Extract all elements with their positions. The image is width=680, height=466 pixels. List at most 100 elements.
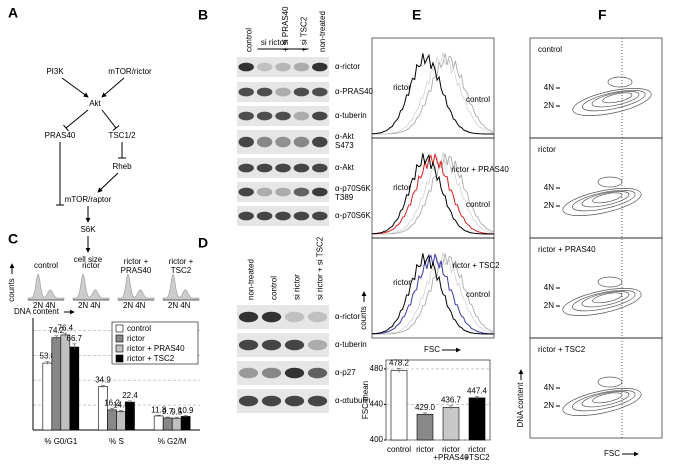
band: [293, 136, 310, 148]
x-tick-label: % S: [109, 437, 124, 446]
contour-label: rictor + PRAS40: [538, 245, 596, 254]
arrow: [97, 172, 119, 193]
histogram-label: rictor: [393, 183, 411, 192]
contour: [562, 288, 642, 316]
inhibition: [65, 109, 89, 129]
histogram-curve: [371, 153, 495, 235]
band: [238, 395, 259, 407]
legend-label: rictor + TSC2: [127, 354, 175, 363]
contour: [562, 388, 642, 416]
profile: [27, 273, 65, 301]
band: [307, 395, 328, 407]
band: [238, 187, 254, 197]
band: [284, 311, 305, 323]
bar: [60, 334, 71, 431]
bar: [42, 362, 53, 431]
label-line: rictor: [468, 445, 486, 454]
contour-tick: 4N: [544, 383, 554, 392]
legend-swatch: [115, 324, 124, 333]
histogram-frame: [371, 137, 495, 239]
bar: [98, 386, 108, 431]
legend: [111, 321, 199, 365]
band: [293, 111, 310, 121]
pathway-node: PRAS40: [45, 131, 76, 140]
label-line: control: [34, 261, 58, 270]
axis-label: counts: [359, 306, 368, 330]
band: [256, 62, 273, 72]
histogram-curve: [371, 153, 495, 235]
x-tick-label: % G0/G1: [44, 437, 77, 446]
bar: [153, 415, 164, 431]
contour-tick: 4N: [544, 183, 554, 192]
value-label: 10.9: [178, 406, 194, 415]
profile-tick: 2N: [33, 301, 43, 310]
profile-tick: 4N: [180, 301, 190, 310]
row-label: α-tuberin: [335, 340, 367, 349]
contour: [562, 188, 642, 216]
y-tick-label: 440: [370, 400, 384, 409]
band: [256, 111, 273, 121]
band: [261, 339, 282, 351]
band: [238, 111, 254, 121]
value-label: 436.7: [441, 396, 462, 405]
legend-label: rictor: [127, 334, 145, 343]
contour: [602, 92, 633, 104]
pathway-node: Rheb: [112, 162, 132, 171]
legend-swatch: [115, 344, 124, 353]
band: [256, 211, 273, 221]
y-tick-label: 480: [370, 364, 384, 373]
blot-bg: [237, 82, 329, 102]
band: [238, 87, 254, 97]
contour: [597, 176, 623, 188]
row-label: α-p27: [335, 368, 356, 377]
label-line: α-Akt: [335, 163, 355, 172]
band: [261, 367, 282, 379]
band: [238, 62, 254, 72]
value-label: 66.7: [67, 334, 83, 343]
label-line: α-p70S6K: [335, 184, 371, 193]
bar: [107, 409, 117, 431]
band: [275, 111, 291, 121]
label-line: TSC2: [171, 266, 192, 275]
band: [293, 187, 310, 197]
lane-label: control: [244, 28, 253, 52]
contour: [581, 291, 630, 308]
contour: [591, 91, 640, 108]
lane-label: + si PRAS40: [281, 6, 290, 52]
profile-tick: 2N: [123, 301, 133, 310]
band: [284, 339, 305, 351]
band: [238, 367, 259, 379]
inhibition-bar: [63, 124, 69, 132]
histogram-label: control: [466, 200, 490, 209]
panel-label: C: [8, 231, 18, 247]
contour: [572, 389, 636, 412]
bar: [171, 417, 182, 431]
histogram-label: rictor + PRAS40: [451, 165, 509, 174]
band: [256, 87, 273, 97]
legend-label: rictor + PRAS40: [127, 344, 185, 353]
histogram-frame: [371, 37, 495, 139]
value-label: 429.0: [415, 403, 436, 412]
axis-label: DNA content: [516, 382, 525, 428]
value-label: 447.4: [467, 387, 488, 396]
lane-label: si rictor + si TSC2: [316, 236, 325, 300]
contour-tick: 2N: [544, 301, 554, 310]
value-label: 76.4: [58, 323, 74, 332]
band: [275, 211, 291, 221]
bar: [51, 337, 62, 431]
band: [275, 62, 291, 72]
panel-label: E: [412, 7, 421, 23]
contour-tick: 2N: [544, 201, 554, 210]
band: [284, 367, 305, 379]
contour-label: control: [538, 45, 562, 54]
histogram-curve: [371, 253, 495, 335]
lane-label: control: [270, 276, 279, 300]
value-label: 11.3: [151, 405, 167, 414]
band: [307, 367, 328, 379]
histogram-label: rictor + TSC2: [452, 261, 500, 270]
x-tick-label: % G2/M: [158, 437, 187, 446]
band: [312, 211, 328, 221]
bar: [125, 401, 135, 431]
bar: [468, 397, 486, 441]
